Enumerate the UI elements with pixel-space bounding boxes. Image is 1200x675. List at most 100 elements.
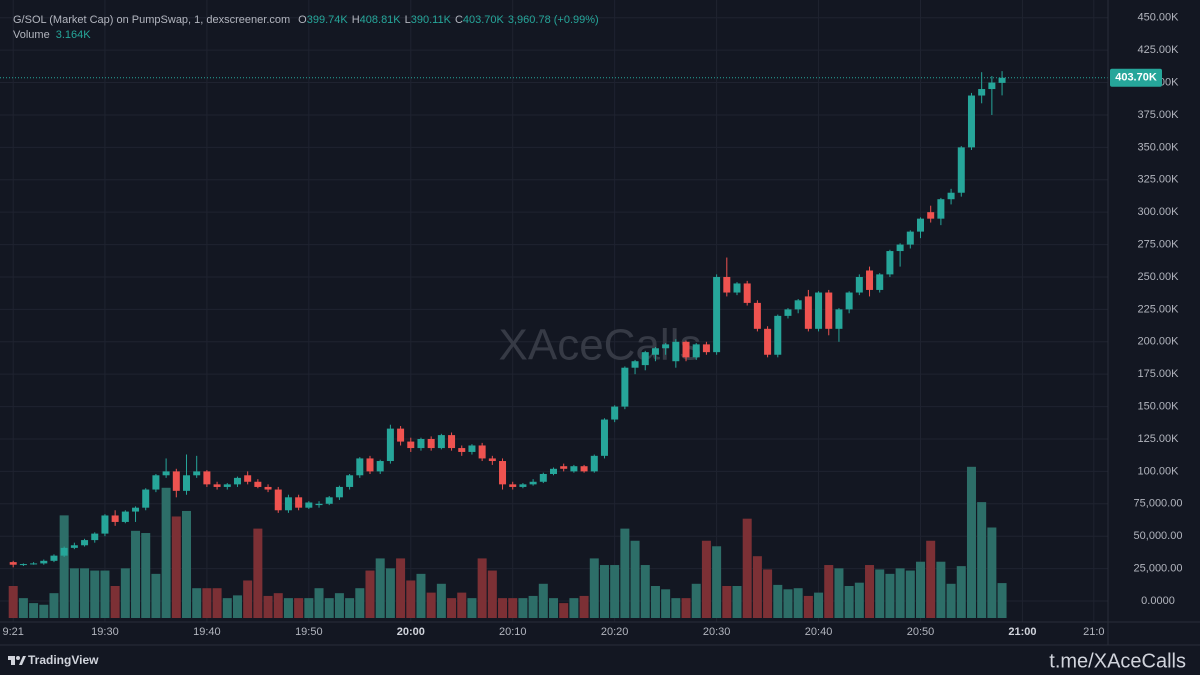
candle-body — [733, 283, 741, 293]
axes: 450.00K425.00K400.00K375.00K350.00K325.0… — [0, 12, 1182, 638]
volume-bar — [661, 589, 671, 618]
candle-body — [40, 560, 48, 564]
volume-bar — [681, 598, 691, 618]
candle-body — [223, 484, 231, 487]
volume-bar — [569, 598, 579, 618]
y-tick-label: 375.00K — [1138, 109, 1180, 121]
candle-body — [437, 435, 445, 449]
volume-bar — [406, 580, 416, 618]
footer-link[interactable]: t.me/XAceCalls — [1049, 650, 1186, 672]
volume-bar — [202, 588, 212, 618]
candle-body — [233, 477, 241, 485]
candle-body — [172, 471, 180, 491]
last-price-label: 403.70K — [1115, 72, 1157, 84]
candle-body — [50, 555, 58, 561]
candle-body — [927, 212, 935, 219]
volume-bar — [171, 516, 181, 618]
volume-bar — [732, 585, 742, 618]
candle-body — [366, 458, 374, 472]
candle-body — [478, 445, 486, 459]
volume-bar — [977, 502, 987, 618]
volume-bar — [936, 561, 946, 618]
candle-body — [917, 218, 924, 232]
y-tick-label: 200.00K — [1138, 336, 1180, 348]
y-tick-label: 300.00K — [1138, 206, 1180, 218]
volume-bar — [222, 598, 232, 618]
candle-body — [448, 435, 456, 449]
volume-bar — [192, 588, 202, 618]
header-title: G/SOL (Market Cap) on PumpSwap, 1, dexsc… — [13, 14, 290, 26]
x-tick-label: 9:21 — [2, 626, 23, 638]
candle-body — [957, 147, 965, 193]
candle-body — [651, 348, 659, 355]
candle-body — [417, 438, 425, 449]
x-tick-label: 20:30 — [703, 626, 731, 638]
candle-body — [132, 507, 140, 512]
candle-body — [539, 473, 547, 482]
volume-bars — [8, 466, 1007, 618]
candle-body — [60, 547, 68, 556]
candle-body — [152, 475, 160, 490]
volume-bar — [49, 593, 59, 618]
candle-body — [244, 475, 252, 482]
volume-bar — [396, 558, 406, 618]
candle-body — [764, 328, 772, 355]
candle-body — [570, 466, 578, 472]
x-tick-label: 20:50 — [907, 626, 935, 638]
y-tick-label: 50,000.00 — [1134, 530, 1183, 542]
candle-body — [386, 428, 394, 462]
candle-body — [162, 471, 170, 476]
ohlc-value: 399.74K — [307, 14, 349, 26]
candle-body — [264, 486, 272, 490]
candles — [9, 71, 1006, 568]
candle-body — [743, 283, 751, 303]
candle-body — [121, 511, 129, 522]
ohlc-key: O — [298, 14, 307, 26]
candle-body — [825, 292, 833, 329]
candle-body — [254, 481, 262, 487]
candle-body — [397, 428, 405, 442]
x-tick-label: 19:50 — [295, 626, 323, 638]
volume-bar — [69, 568, 79, 618]
volume-bar — [365, 570, 375, 618]
candle-body — [295, 497, 303, 508]
candle-body — [407, 441, 415, 449]
volume-bar — [375, 558, 385, 618]
candle-body — [284, 497, 292, 511]
candle-body — [784, 309, 792, 316]
ohlc-key: L — [405, 14, 411, 26]
last-price-tag — [1110, 68, 1162, 87]
candle-body — [509, 484, 517, 487]
candle-body — [315, 503, 323, 506]
x-tick-label: 20:20 — [601, 626, 629, 638]
brand: TradingView — [28, 653, 99, 667]
volume-bar — [854, 582, 864, 618]
volume-bar — [283, 598, 293, 618]
candle-body — [111, 515, 119, 522]
volume-bar — [487, 570, 497, 618]
volume-bar — [701, 540, 711, 618]
y-tick-label: 100.00K — [1138, 465, 1180, 477]
volume-bar — [773, 584, 783, 618]
volume-bar — [263, 595, 273, 618]
candle-body — [600, 419, 608, 456]
candle-body — [458, 448, 466, 452]
volume-bar — [447, 598, 457, 618]
candle-body — [19, 564, 27, 566]
logo-part — [16, 656, 20, 660]
candle-body — [876, 274, 884, 290]
volume-bar — [334, 593, 344, 618]
candle-body — [611, 406, 619, 420]
candle-body — [631, 361, 639, 368]
volume-bar — [141, 533, 151, 618]
volume-bar — [151, 573, 161, 618]
volume-bar — [131, 530, 141, 618]
volume-bar — [528, 595, 538, 618]
ohlc-value: 403.70K — [463, 14, 505, 26]
volume-bar — [273, 593, 283, 618]
volume-bar — [120, 568, 130, 618]
volume-bar — [436, 583, 446, 618]
volume-bar — [905, 570, 915, 618]
